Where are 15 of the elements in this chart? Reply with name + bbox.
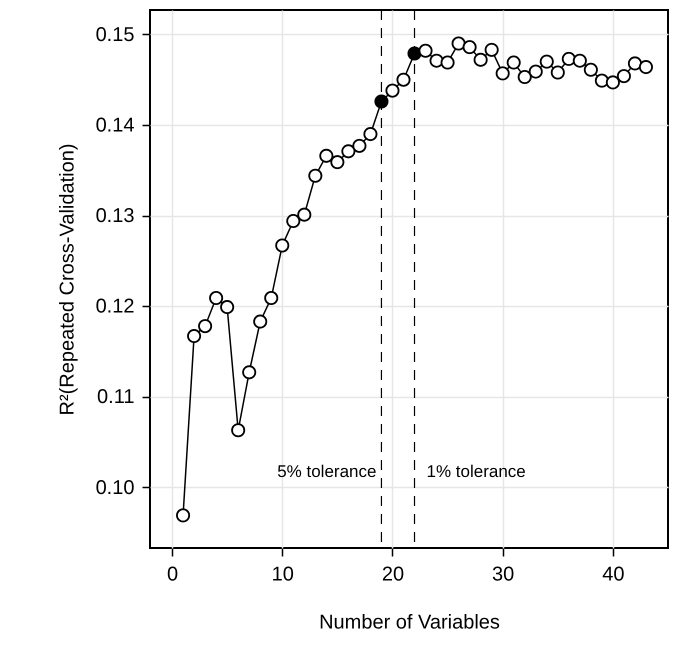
x-tick-label: 30 <box>492 564 514 586</box>
y-tick-label: 0.11 <box>97 386 134 408</box>
ref-line-label: 5% tolerance <box>277 462 376 481</box>
y-tick-label: 0.10 <box>96 476 134 499</box>
y-axis-title: R²(Repeated Cross-Validation) <box>56 144 79 416</box>
x-tick-label: 40 <box>602 564 625 586</box>
x-axis-title: Number of Variables <box>319 612 500 634</box>
ref-line-label: 1% tolerance <box>426 462 526 481</box>
x-tick-label: 0 <box>166 564 178 586</box>
x-tick-label: 10 <box>272 564 294 586</box>
x-tick-label: 20 <box>382 564 404 586</box>
y-tick-label: 0.15 <box>96 24 134 46</box>
y-tick-label: 0.14 <box>96 114 134 137</box>
y-tick-label: 0.13 <box>96 205 134 228</box>
y-tick-label: 0.12 <box>96 296 134 318</box>
